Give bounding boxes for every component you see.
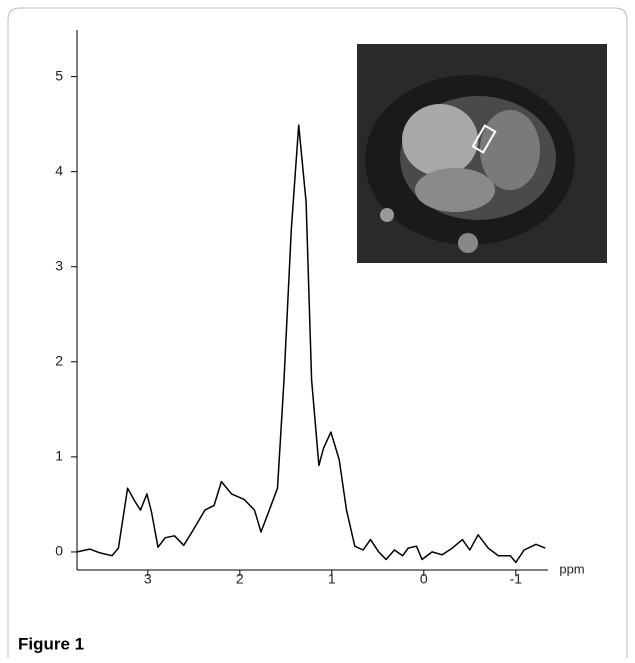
y-tick-label: 0 [55,543,63,559]
x-tick-label: 1 [328,571,336,587]
figure: ppm Figure 1 0 1 2 3 4 5 3 2 1 0 -1 [0,0,635,658]
y-tick-label: 4 [55,162,63,178]
mri-inset [357,44,607,263]
x-tick-label: 0 [420,571,428,587]
x-axis-label: ppm [559,561,584,576]
x-tick-label: 3 [144,571,152,587]
x-tick-label: -1 [510,571,523,587]
y-tick-label: 3 [55,257,63,273]
y-tick-label: 2 [55,352,63,368]
x-tick-label: 2 [236,571,244,587]
y-tick-label: 5 [55,67,63,83]
caption: Figure 1 [18,634,84,653]
y-tick-label: 1 [55,448,63,464]
